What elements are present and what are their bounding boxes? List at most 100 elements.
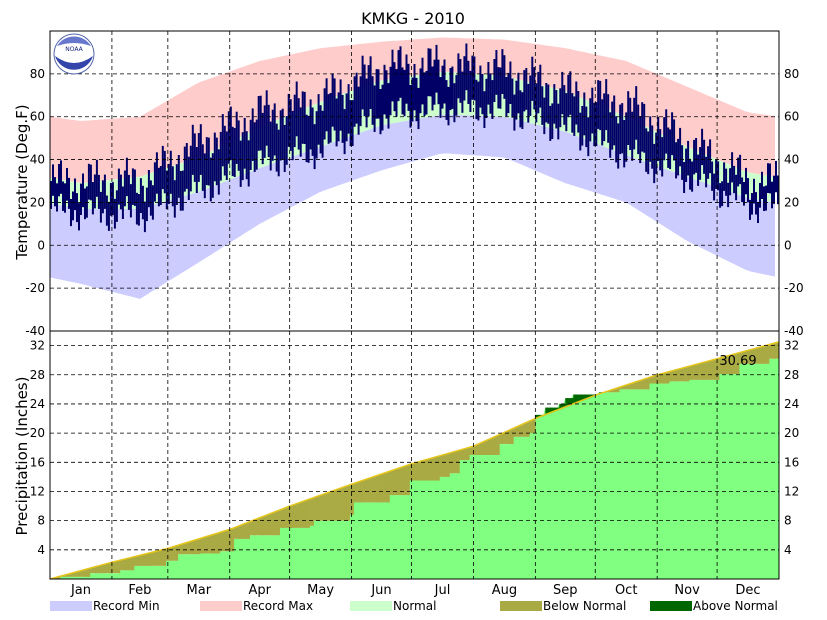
below-normal-sliver [151,552,155,566]
below-normal-sliver [327,492,330,521]
below-normal-sliver [103,564,107,574]
below-normal-sliver [265,515,268,536]
below-normal-sliver [649,377,652,384]
below-normal-sliver [239,525,242,539]
below-normal-sliver [371,477,374,503]
below-normal-sliver [443,454,446,477]
below-normal-sliver [641,380,644,390]
temp-left-tick-label: 20 [30,195,45,209]
below-normal-sliver [331,491,334,521]
below-normal-sliver [343,487,346,521]
below-normal-sliver [143,554,147,566]
below-normal-sliver [189,541,193,555]
below-normal-sliver [311,498,314,526]
below-normal-sliver [659,374,662,384]
below-normal-sliver [187,542,191,555]
below-normal-sliver [359,481,362,503]
below-normal-sliver [405,465,408,496]
below-normal-sliver [233,527,236,539]
below-normal-sliver [761,346,764,364]
below-normal-sliver [759,347,762,364]
below-normal-sliver [607,391,610,393]
below-normal-sliver [329,491,332,521]
below-normal-sliver [407,465,410,496]
below-normal-sliver [665,372,668,384]
above-normal-sliver [573,394,576,404]
below-normal-sliver [429,458,432,481]
below-normal-sliver [283,508,286,528]
precip-right-tick-label: 12 [784,485,799,499]
below-normal-sliver [471,446,474,455]
below-normal-sliver [223,531,227,552]
below-normal-sliver [219,532,223,552]
below-normal-sliver [325,493,328,521]
below-normal-sliver [709,360,712,380]
below-normal-sliver [517,426,520,437]
below-normal-sliver [333,490,336,521]
below-normal-sliver [321,494,324,521]
below-normal-sliver [307,499,310,528]
below-normal-sliver [707,361,710,380]
below-normal-sliver [463,449,466,461]
below-normal-sliver [335,489,338,521]
below-normal-sliver [243,524,246,539]
temp-left-tick-label: -20 [25,281,45,295]
below-normal-sliver [97,566,101,574]
below-normal-sliver [167,548,171,561]
observed-precip-area [50,355,779,579]
temp-left-tick-label: -40 [25,324,45,338]
below-normal-sliver [175,545,179,561]
below-normal-sliver [609,390,612,393]
below-normal-sliver [411,463,414,481]
above-normal-sliver [571,398,574,405]
above-normal-sliver [585,394,588,400]
below-normal-sliver [669,371,672,382]
temp-right-tick-label: 80 [784,67,799,81]
below-normal-sliver [699,363,702,380]
below-normal-sliver [509,430,512,445]
below-normal-sliver [473,446,476,455]
below-normal-sliver [769,344,772,359]
month-label: Apr [248,583,271,598]
below-normal-sliver [635,382,638,390]
below-normal-sliver [121,559,125,571]
below-normal-sliver [215,533,219,554]
below-normal-sliver [127,558,131,571]
below-normal-sliver [489,439,492,455]
below-normal-sliver [441,455,444,477]
below-normal-sliver [731,354,734,374]
below-normal-sliver [477,444,480,455]
precip-left-tick-label: 16 [30,455,45,469]
below-normal-sliver [95,566,99,574]
below-normal-sliver [117,560,121,574]
below-normal-sliver [169,547,173,561]
below-normal-sliver [86,569,89,577]
below-normal-sliver [111,562,115,574]
above-normal-sliver [581,394,584,401]
below-normal-sliver [525,423,528,437]
below-normal-sliver [735,353,738,374]
temp-left-tick-label: 0 [37,238,45,252]
below-normal-sliver [409,464,412,481]
precipitation-plot-frame [49,330,780,580]
temperature-axis-label: Temperature (Deg.F) [13,104,31,260]
above-normal-sliver [587,394,590,399]
below-normal-sliver [643,379,646,390]
below-normal-sliver [99,565,103,574]
legend-label: Normal [393,599,436,613]
below-normal-sliver [757,347,760,364]
below-normal-sliver [155,551,159,566]
above-normal-sliver [535,414,538,419]
below-normal-sliver [671,371,674,382]
below-normal-sliver [527,422,530,437]
month-label: Nov [674,583,700,598]
below-normal-sliver [377,475,380,503]
below-normal-sliver [491,438,494,455]
below-normal-sliver [199,538,203,554]
above-normal-sliver [567,398,570,407]
below-normal-sliver [195,539,199,555]
month-label: Sep [553,583,578,598]
below-normal-sliver [207,536,211,554]
below-normal-sliver [459,450,462,461]
